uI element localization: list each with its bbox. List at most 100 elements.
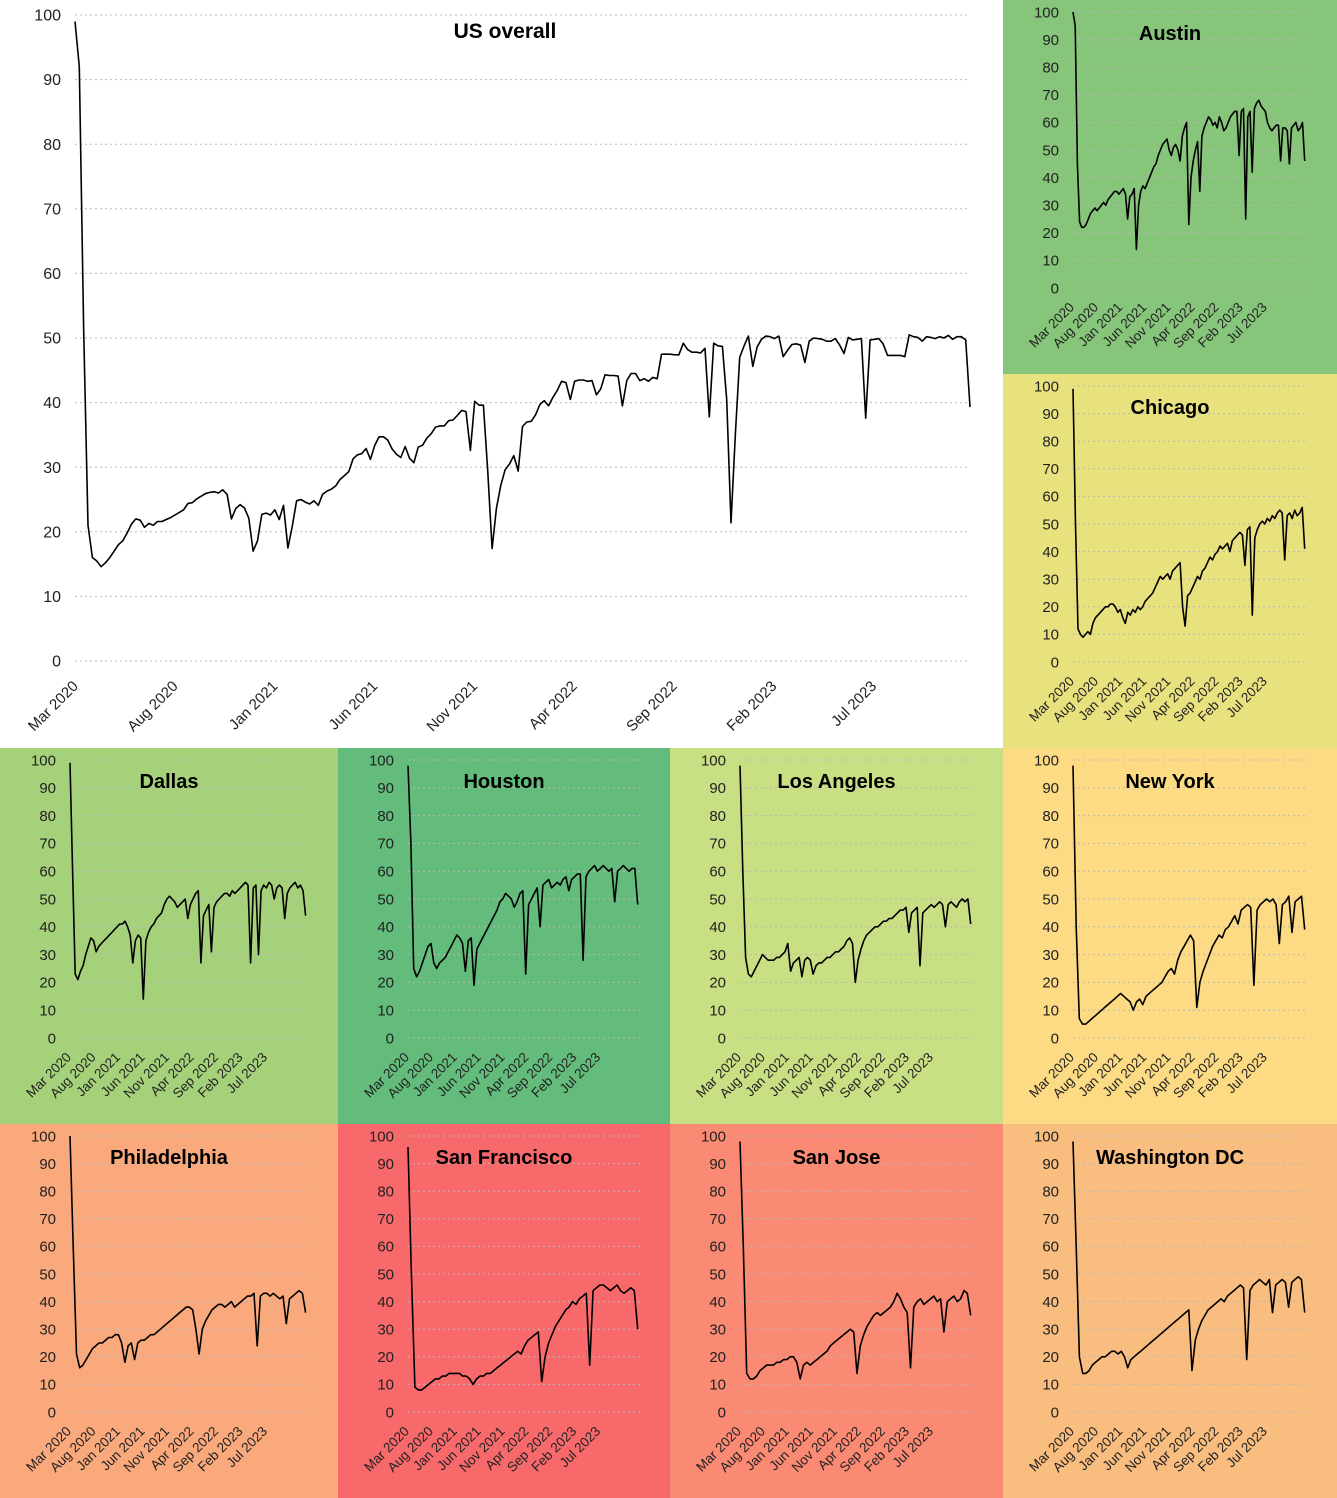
y-tick-label-50: 50 bbox=[1042, 516, 1059, 533]
chart-title-washington-dc: Washington DC bbox=[1096, 1147, 1244, 1169]
y-tick-label-50: 50 bbox=[39, 891, 56, 908]
chart-title-los-angeles: Los Angeles bbox=[777, 771, 895, 793]
y-tick-label-30: 30 bbox=[709, 947, 726, 964]
y-tick-label-30: 30 bbox=[709, 1321, 726, 1338]
y-tick-label-10: 10 bbox=[1042, 253, 1059, 270]
y-tick-label-20: 20 bbox=[1042, 225, 1059, 242]
y-tick-label-60: 60 bbox=[709, 1239, 726, 1256]
series-line-us-overall bbox=[74, 21, 971, 568]
y-tick-label-90: 90 bbox=[1042, 1156, 1059, 1173]
y-tick-label-40: 40 bbox=[1042, 919, 1059, 936]
y-tick-label-60: 60 bbox=[1042, 115, 1059, 132]
y-tick-label-80: 80 bbox=[377, 808, 394, 825]
chart-title-chicago: Chicago bbox=[1131, 397, 1210, 419]
y-tick-label-0: 0 bbox=[1051, 280, 1059, 297]
y-tick-label-10: 10 bbox=[709, 1377, 726, 1394]
y-tick-label-30: 30 bbox=[377, 947, 394, 964]
y-tick-label-40: 40 bbox=[43, 395, 61, 412]
y-tick-label-50: 50 bbox=[1042, 1266, 1059, 1283]
y-tick-label-80: 80 bbox=[709, 808, 726, 825]
x-tick-label-mar-2020: Mar 2020 bbox=[25, 678, 82, 735]
y-tick-label-100: 100 bbox=[369, 1128, 394, 1145]
y-tick-label-20: 20 bbox=[43, 524, 61, 541]
y-tick-label-60: 60 bbox=[377, 863, 394, 880]
y-tick-label-30: 30 bbox=[39, 1321, 56, 1338]
y-tick-label-60: 60 bbox=[39, 1239, 56, 1256]
x-tick-label-nov-2021: Nov 2021 bbox=[424, 678, 481, 735]
y-tick-label-20: 20 bbox=[377, 1349, 394, 1366]
series-line-san-francisco bbox=[407, 1146, 639, 1391]
y-tick-label-50: 50 bbox=[377, 891, 394, 908]
y-tick-label-40: 40 bbox=[39, 1294, 56, 1311]
y-tick-label-40: 40 bbox=[377, 1294, 394, 1311]
y-tick-label-90: 90 bbox=[709, 780, 726, 797]
chart-panel-new-york: 0 10 20 30 40 50 60 70 80 90 100 Mar 2020 Aug 2020 Ja… bbox=[1003, 748, 1337, 1124]
y-tick-label-20: 20 bbox=[39, 975, 56, 992]
y-tick-label-100: 100 bbox=[1034, 1128, 1059, 1145]
y-tick-label-100: 100 bbox=[31, 752, 56, 769]
y-tick-label-30: 30 bbox=[1042, 947, 1059, 964]
y-tick-label-40: 40 bbox=[709, 919, 726, 936]
y-tick-label-0: 0 bbox=[48, 1030, 56, 1047]
x-tick-label-feb-2023: Feb 2023 bbox=[724, 678, 781, 735]
y-tick-label-70: 70 bbox=[377, 836, 394, 853]
y-tick-label-60: 60 bbox=[1042, 863, 1059, 880]
series-line-new-york bbox=[1072, 765, 1306, 1025]
chart-panel-san-francisco: 0 10 20 30 40 50 60 70 80 90 100 Mar 2020 Aug 2020 Ja… bbox=[338, 1124, 670, 1498]
y-tick-label-80: 80 bbox=[1042, 808, 1059, 825]
y-tick-label-10: 10 bbox=[709, 1002, 726, 1019]
y-tick-label-20: 20 bbox=[709, 1349, 726, 1366]
y-tick-label-80: 80 bbox=[1042, 433, 1059, 450]
y-tick-label-80: 80 bbox=[43, 137, 61, 154]
y-tick-label-100: 100 bbox=[1034, 752, 1059, 769]
y-tick-label-90: 90 bbox=[39, 1156, 56, 1173]
y-tick-label-90: 90 bbox=[377, 1156, 394, 1173]
y-tick-label-50: 50 bbox=[709, 891, 726, 908]
y-tick-label-90: 90 bbox=[1042, 406, 1059, 423]
series-line-austin bbox=[1072, 11, 1306, 251]
chart-title-philadelphia: Philadelphia bbox=[110, 1147, 229, 1169]
y-tick-label-40: 40 bbox=[1042, 170, 1059, 187]
series-line-dallas bbox=[69, 762, 307, 1000]
y-tick-label-30: 30 bbox=[43, 460, 61, 477]
y-tick-label-40: 40 bbox=[1042, 544, 1059, 561]
y-tick-label-50: 50 bbox=[1042, 142, 1059, 159]
y-tick-label-10: 10 bbox=[39, 1002, 56, 1019]
y-tick-label-100: 100 bbox=[1034, 4, 1059, 21]
y-tick-label-70: 70 bbox=[709, 836, 726, 853]
y-tick-label-0: 0 bbox=[386, 1404, 394, 1421]
y-tick-label-60: 60 bbox=[377, 1239, 394, 1256]
y-tick-label-80: 80 bbox=[39, 1183, 56, 1200]
x-tick-label-jun-2021: Jun 2021 bbox=[326, 678, 382, 734]
y-tick-label-60: 60 bbox=[1042, 1239, 1059, 1256]
series-line-houston bbox=[407, 765, 639, 986]
y-tick-label-0: 0 bbox=[718, 1030, 726, 1047]
y-tick-label-30: 30 bbox=[1042, 197, 1059, 214]
chart-panel-houston: 0 10 20 30 40 50 60 70 80 90 100 Mar 2020 Aug 2020 Ja… bbox=[338, 748, 670, 1124]
x-tick-label-jul-2023: Jul 2023 bbox=[828, 678, 880, 730]
y-tick-label-70: 70 bbox=[39, 836, 56, 853]
y-tick-label-10: 10 bbox=[39, 1377, 56, 1394]
y-tick-label-60: 60 bbox=[39, 863, 56, 880]
chart-title-san-francisco: San Francisco bbox=[436, 1147, 573, 1169]
y-tick-label-60: 60 bbox=[43, 266, 61, 283]
y-tick-label-70: 70 bbox=[709, 1211, 726, 1228]
series-line-washington-dc bbox=[1072, 1141, 1306, 1375]
y-tick-label-70: 70 bbox=[377, 1211, 394, 1228]
y-tick-label-0: 0 bbox=[718, 1404, 726, 1421]
y-tick-label-60: 60 bbox=[1042, 489, 1059, 506]
series-line-chicago bbox=[1072, 388, 1306, 638]
y-tick-label-30: 30 bbox=[377, 1321, 394, 1338]
y-tick-label-20: 20 bbox=[39, 1349, 56, 1366]
y-tick-label-0: 0 bbox=[386, 1030, 394, 1047]
y-tick-label-50: 50 bbox=[709, 1266, 726, 1283]
y-tick-label-20: 20 bbox=[1042, 599, 1059, 616]
chart-title-new-york: New York bbox=[1125, 771, 1215, 793]
chart-svg-us-overall: 0 10 20 30 40 50 60 70 80 90 100 Mar 2020 Aug 2020 Ja… bbox=[25, 8, 971, 735]
y-tick-label-90: 90 bbox=[1042, 780, 1059, 797]
